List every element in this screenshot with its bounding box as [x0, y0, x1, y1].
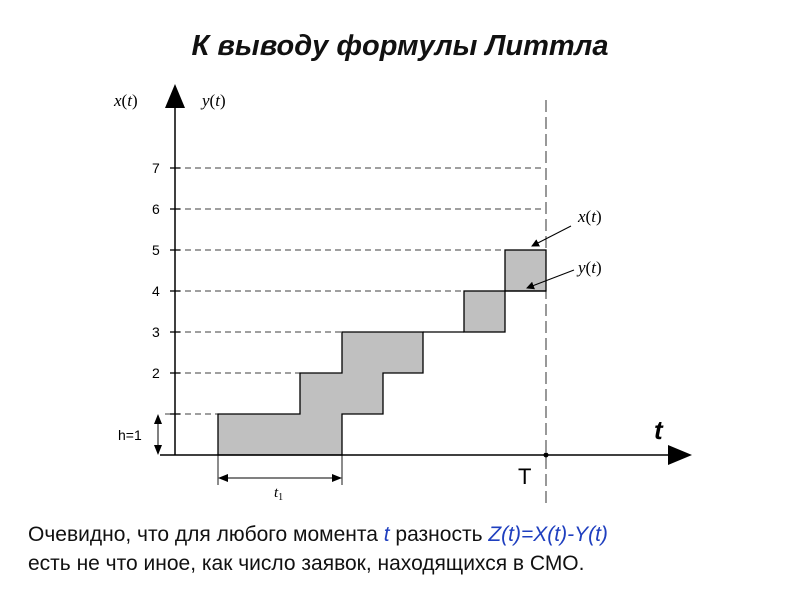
- x-curve-label: x(t): [577, 207, 602, 226]
- caption-formula: Z(t)=X(t)-Y(t): [488, 523, 608, 546]
- t1-arrow-right: [332, 474, 342, 482]
- x-axis-label-t: t: [654, 415, 664, 445]
- y-ticks: [170, 167, 180, 415]
- level-label-4: 4: [152, 283, 160, 299]
- shaded-box-5: [504, 249, 547, 292]
- caption: Очевидно, что для любого момента t разно…: [28, 520, 788, 578]
- caption-line-2: есть не что иное, как число заявок, нахо…: [28, 552, 585, 575]
- y-curve-label: y(t): [576, 258, 602, 277]
- T-label: T: [518, 464, 531, 489]
- level-label-2: 2: [152, 365, 160, 381]
- level-gridlines: [165, 167, 545, 415]
- y-axis-label-x: x(t): [113, 91, 138, 110]
- h-label: h=1: [118, 427, 142, 443]
- level-label-3: 3: [152, 324, 160, 340]
- level-label-5: 5: [152, 242, 160, 258]
- shaded-band-1: [217, 331, 424, 456]
- caption-t: t: [383, 523, 390, 546]
- y-curve-pointer: [526, 269, 575, 290]
- y-axis-arrow: [165, 84, 185, 108]
- y-axis-label-y: y(t): [200, 91, 226, 110]
- slide-title: К выводу формулы Литтла: [191, 30, 609, 62]
- level-label-6: 6: [152, 201, 160, 217]
- x-curve-pointer: [531, 225, 572, 247]
- h-arrow-top: [154, 414, 162, 424]
- T-point: [543, 452, 549, 458]
- t1-arrow-left: [218, 474, 228, 482]
- h-arrow-bottom: [154, 445, 162, 455]
- shaded-box-4: [463, 290, 506, 333]
- level-labels: 7 6 5 4 3 2: [152, 160, 160, 381]
- caption-line-1: Очевидно, что для любого момента t разно…: [28, 523, 608, 546]
- shaded-region: [217, 249, 547, 456]
- level-label-7: 7: [152, 160, 160, 176]
- queue-diagram: x(t) y(t) 7 6 5 4 3 2 h=1 t1 t T x(t) y(…: [113, 84, 692, 505]
- x-axis-arrow: [668, 445, 692, 465]
- t1-label: t1: [274, 485, 283, 503]
